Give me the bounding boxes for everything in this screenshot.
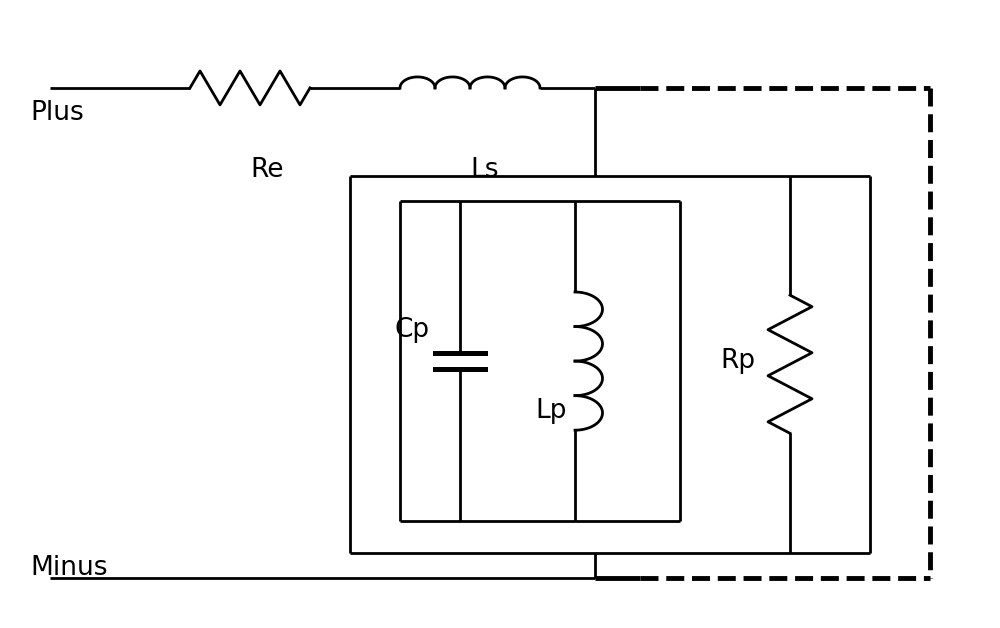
Text: Rp: Rp (720, 348, 755, 374)
Text: Cp: Cp (395, 317, 430, 343)
Text: Lp: Lp (535, 398, 566, 425)
Text: Re: Re (250, 156, 284, 183)
Text: Ls: Ls (470, 156, 498, 183)
Text: Minus: Minus (30, 555, 108, 582)
Text: Plus: Plus (30, 100, 84, 126)
